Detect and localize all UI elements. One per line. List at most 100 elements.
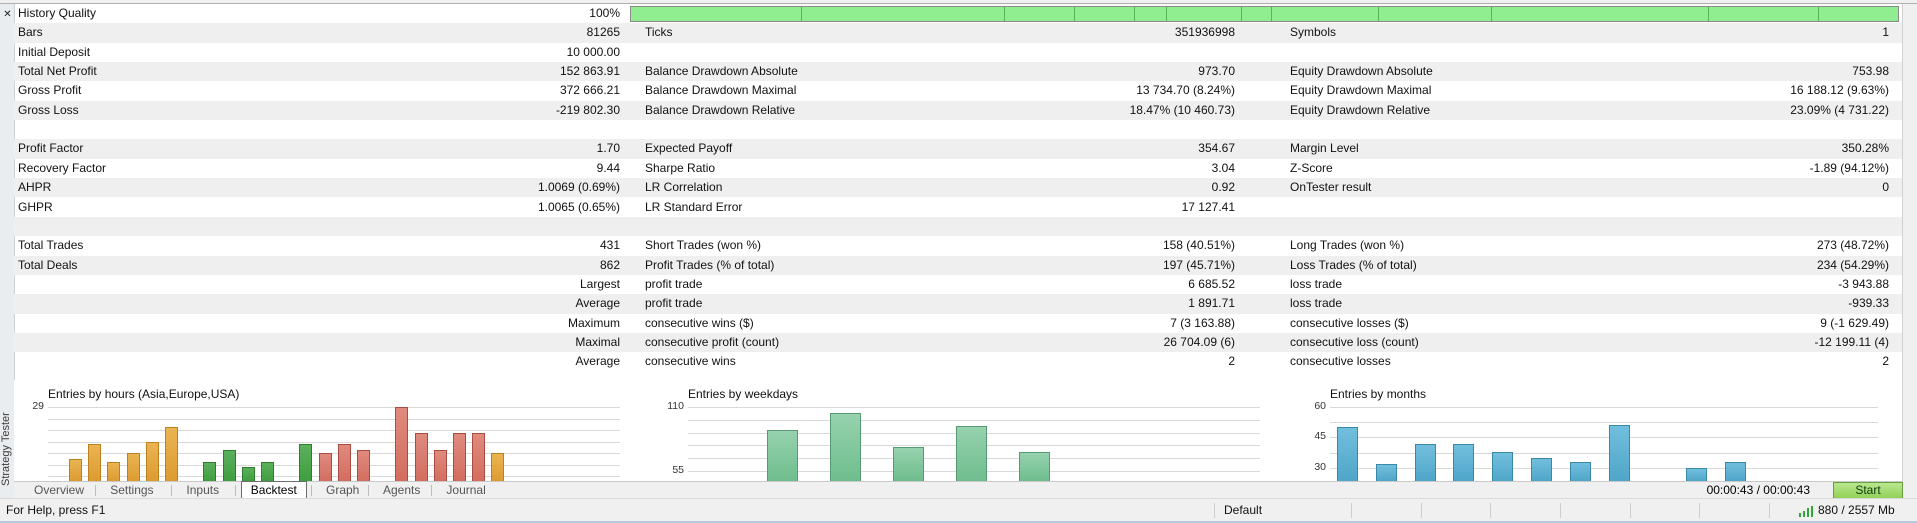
stat-row[interactable]: Bars 81265 Ticks 351936998 Symbols 1 xyxy=(14,23,1902,43)
stat-row[interactable]: Initial Deposit 10 000.00 xyxy=(14,43,1902,62)
stat-row[interactable]: Gross Profit 372 666.21 Balance Drawdown M… xyxy=(14,81,1902,100)
stat-label: Total Net Profit xyxy=(18,64,97,79)
status-cell-separator xyxy=(1490,503,1491,518)
bar xyxy=(1492,451,1514,481)
stat-value: 1.0065 (0.65%) xyxy=(537,199,620,214)
y-axis-tick-label: 29 xyxy=(32,400,44,412)
bar xyxy=(1375,463,1397,481)
chart-title: Entries by hours (Asia,Europe,USA) xyxy=(48,387,240,401)
backtest-timer: 00:00:43 / 00:00:43 xyxy=(1706,483,1810,497)
y-axis-tick-label: 55 xyxy=(672,463,684,476)
bar xyxy=(261,461,274,481)
stat-label: Profit Trades (% of total) xyxy=(645,257,775,272)
stat-label: GHPR xyxy=(18,199,53,214)
stat-row[interactable]: Total Deals 862 Profit Trades (% of total)… xyxy=(14,255,1902,275)
stat-row[interactable] xyxy=(14,120,1902,139)
stat-value: 372 666.21 xyxy=(559,83,620,98)
tester-tab-bar: 00:00:43 / 00:00:43 Overview Settings Inpu… xyxy=(14,481,1902,500)
stat-label: Short Trades (won %) xyxy=(645,238,762,253)
close-icon[interactable]: ✕ xyxy=(3,9,12,20)
bar xyxy=(88,444,102,481)
stat-row[interactable]: Profit Factor 1.70 Expected Payoff 354.67 Ma… xyxy=(14,139,1902,159)
stat-label: Recovery Factor xyxy=(18,160,107,175)
progress-segment-divider xyxy=(1378,7,1379,21)
vertical-scrollbar[interactable] xyxy=(1902,4,1917,498)
stat-value: 9.44 xyxy=(596,160,620,175)
tab-separator xyxy=(171,485,173,496)
stat-row[interactable]: Maximal consecutive profit (count) 26 704.… xyxy=(14,332,1902,353)
stat-label: Symbols xyxy=(1290,25,1337,40)
status-cell-separator xyxy=(1630,503,1631,518)
stat-label: Initial Deposit xyxy=(18,44,91,59)
stat-value: 973.70 xyxy=(1198,64,1235,79)
stat-row[interactable]: Total Net Profit 152 863.91 Balance Drawdo… xyxy=(14,62,1902,82)
tab-graph[interactable]: Graph xyxy=(326,483,360,497)
tab-settings[interactable]: Settings xyxy=(110,483,154,497)
stat-label: Balance Drawdown Relative xyxy=(645,102,796,117)
progress-segment-divider xyxy=(1166,7,1167,21)
stat-value: Average xyxy=(575,296,620,311)
stat-value: 2 xyxy=(1228,354,1235,369)
stat-row[interactable]: Recovery Factor 9.44 Sharpe Ratio 3.04 Z-Sco… xyxy=(14,159,1902,178)
stat-row[interactable]: Gross Loss -219 802.30 Balance Drawdown Re… xyxy=(14,100,1902,121)
stat-value: 81265 xyxy=(586,25,620,40)
bar xyxy=(222,450,236,481)
y-axis-tick-label: 30 xyxy=(1314,460,1326,473)
chart-title: Entries by months xyxy=(1330,387,1427,401)
stat-row[interactable]: Average consecutive wins 2 consecutive loss… xyxy=(14,352,1902,371)
tab-overview[interactable]: Overview xyxy=(34,483,85,497)
stat-row[interactable]: AHPR 1.0069 (0.69%) LR Correlation 0.92 OnTe… xyxy=(14,178,1902,198)
stat-value: 6 685.52 xyxy=(1188,276,1235,291)
stat-label: consecutive loss (count) xyxy=(1290,334,1419,349)
stat-row[interactable]: Total Trades 431 Short Trades (won %) 158 (… xyxy=(14,236,1902,255)
stat-label: LR Standard Error xyxy=(645,199,743,214)
stat-value: 862 xyxy=(599,257,620,272)
stat-row[interactable]: Maximum consecutive wins ($) 7 (3 163.88) c… xyxy=(14,314,1902,333)
stat-row[interactable]: History Quality 100% xyxy=(14,4,1902,23)
stat-label: consecutive wins ($) xyxy=(645,315,754,330)
stat-label: OnTester result xyxy=(1290,180,1372,195)
status-cell-separator xyxy=(1421,503,1422,518)
stat-value: 100% xyxy=(589,6,620,20)
tab-separator xyxy=(368,485,369,496)
stat-label: consecutive wins xyxy=(645,354,736,369)
bar xyxy=(767,430,798,481)
tab-inputs[interactable]: Inputs xyxy=(186,483,220,497)
stat-label: History Quality xyxy=(18,6,97,20)
stat-value: 10 000.00 xyxy=(566,44,620,59)
tab-journal[interactable]: Journal xyxy=(446,483,486,497)
bar xyxy=(107,461,121,481)
stat-value: 197 (45.71%) xyxy=(1162,257,1235,272)
stat-label: Loss Trades (% of total) xyxy=(1290,257,1417,272)
stat-value: 23.09% (4 731.22) xyxy=(1790,102,1889,117)
stat-value: 350.28% xyxy=(1841,141,1889,156)
stat-value: 158 (40.51%) xyxy=(1162,238,1235,253)
stat-row[interactable] xyxy=(14,216,1902,237)
stat-label: Margin Level xyxy=(1290,141,1359,156)
tab-agents[interactable]: Agents xyxy=(383,483,421,497)
window-bottom-edge xyxy=(0,521,1917,523)
bar xyxy=(1569,461,1591,481)
chart-title: Entries by weekdays xyxy=(688,387,799,401)
stat-value: 753.98 xyxy=(1852,64,1889,79)
stat-row[interactable]: Largest profit trade 6 685.52 loss trade -3 … xyxy=(14,275,1902,294)
status-cell-separator xyxy=(1769,503,1770,518)
status-memory: 880 / 2557 Mb xyxy=(1818,503,1895,517)
bar xyxy=(165,427,178,481)
status-profile[interactable]: Default xyxy=(1224,503,1263,517)
bar xyxy=(1019,452,1050,481)
stat-label: consecutive losses ($) xyxy=(1290,315,1409,330)
stat-value: 0 xyxy=(1882,180,1889,195)
stat-value: Average xyxy=(575,354,620,369)
progress-segment-divider xyxy=(1491,7,1492,21)
gridline xyxy=(48,464,620,466)
stat-label: AHPR xyxy=(18,180,52,195)
stat-value: Largest xyxy=(579,276,620,291)
tab-separator xyxy=(95,485,97,496)
bar xyxy=(395,407,409,481)
stat-row[interactable]: Average profit trade 1 891.71 loss trade -93… xyxy=(14,294,1902,314)
stat-row[interactable]: GHPR 1.0065 (0.65%) LR Standard Error 17 12… xyxy=(14,198,1902,217)
status-cell-separator xyxy=(1351,503,1352,518)
stat-label: profit trade xyxy=(645,296,703,311)
progress-segment-divider xyxy=(1708,7,1709,21)
